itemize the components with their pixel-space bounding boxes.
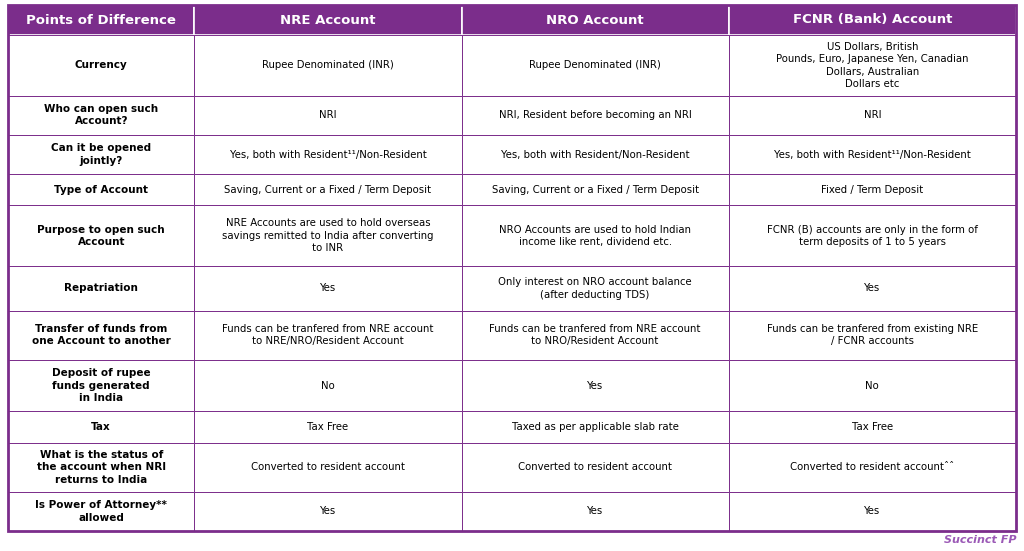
Bar [195,206,462,266]
Bar [729,5,1016,35]
Bar [195,442,462,491]
Text: Rupee Denominated (INR): Rupee Denominated (INR) [529,60,662,71]
Bar [195,266,462,311]
Bar [462,135,729,174]
Text: NRE Account: NRE Account [281,14,376,26]
Text: Tax: Tax [91,422,112,432]
Bar [8,5,195,35]
Text: Converted to resident account: Converted to resident account [251,462,406,472]
Text: NRI, Resident before becoming an NRI: NRI, Resident before becoming an NRI [499,110,691,120]
Bar [462,96,729,135]
Text: Yes: Yes [587,506,603,516]
Bar [8,311,195,360]
Bar [729,311,1016,360]
Text: Converted to resident account: Converted to resident account [518,462,672,472]
Text: NRI: NRI [863,110,882,120]
Bar [195,135,462,174]
Text: Yes: Yes [864,283,881,293]
Text: Funds can be tranfered from existing NRE
/ FCNR accounts: Funds can be tranfered from existing NRE… [767,324,978,347]
Text: Succinct FP: Succinct FP [943,535,1016,545]
Text: NRO Accounts are used to hold Indian
income like rent, dividend etc.: NRO Accounts are used to hold Indian inc… [499,224,691,247]
Text: Converted to resident accountˆˆ: Converted to resident accountˆˆ [791,462,954,472]
Bar [195,311,462,360]
Bar [8,206,195,266]
Bar [195,96,462,135]
Text: Is Power of Attorney**
allowed: Is Power of Attorney** allowed [35,500,167,522]
Bar [729,491,1016,531]
Text: No: No [322,381,335,391]
Text: Yes: Yes [319,506,336,516]
Text: Taxed as per applicable slab rate: Taxed as per applicable slab rate [512,422,679,432]
Text: Type of Account: Type of Account [54,185,148,195]
Bar [729,266,1016,311]
Bar [729,35,1016,96]
Text: Saving, Current or a Fixed / Term Deposit: Saving, Current or a Fixed / Term Deposi… [492,185,698,195]
Bar [462,174,729,206]
Bar [195,35,462,96]
Text: Deposit of rupee
funds generated
in India: Deposit of rupee funds generated in Indi… [52,368,151,403]
Text: Yes: Yes [319,283,336,293]
Bar [8,135,195,174]
Text: Tax Free: Tax Free [852,422,893,432]
Text: NRE Accounts are used to hold overseas
savings remitted to India after convertin: NRE Accounts are used to hold overseas s… [222,218,434,253]
Text: Purpose to open such
Account: Purpose to open such Account [38,224,165,247]
Bar [462,442,729,491]
Text: US Dollars, British
Pounds, Euro, Japanese Yen, Canadian
Dollars, Australian
Dol: US Dollars, British Pounds, Euro, Japane… [776,42,969,89]
Text: NRO Account: NRO Account [547,14,644,26]
Bar [8,491,195,531]
Text: Can it be opened
jointly?: Can it be opened jointly? [51,143,152,166]
Bar [462,206,729,266]
Text: Repatriation: Repatriation [65,283,138,293]
Text: Funds can be tranfered from NRE account
to NRO/Resident Account: Funds can be tranfered from NRE account … [489,324,700,347]
Text: No: No [865,381,880,391]
Bar [462,360,729,412]
Bar [729,412,1016,442]
Bar [195,491,462,531]
Bar [462,491,729,531]
Text: Currency: Currency [75,60,128,71]
Text: Yes, both with Resident/Non-Resident: Yes, both with Resident/Non-Resident [501,149,689,160]
Text: Saving, Current or a Fixed / Term Deposit: Saving, Current or a Fixed / Term Deposi… [224,185,431,195]
Text: Transfer of funds from
one Account to another: Transfer of funds from one Account to an… [32,324,171,347]
Text: FCNR (Bank) Account: FCNR (Bank) Account [793,14,952,26]
Bar [462,412,729,442]
Text: Fixed / Term Deposit: Fixed / Term Deposit [821,185,924,195]
Bar [8,174,195,206]
Text: Funds can be tranfered from NRE account
to NRE/NRO/Resident Account: Funds can be tranfered from NRE account … [222,324,434,347]
Bar [8,360,195,412]
Bar [729,442,1016,491]
Text: Who can open such
Account?: Who can open such Account? [44,104,159,127]
Bar [729,174,1016,206]
Bar [195,5,462,35]
Bar [729,135,1016,174]
Bar [8,442,195,491]
Bar [462,266,729,311]
Bar [729,96,1016,135]
Bar [195,174,462,206]
Bar [195,360,462,412]
Text: Yes: Yes [587,381,603,391]
Text: Yes, both with Resident¹¹/Non-Resident: Yes, both with Resident¹¹/Non-Resident [774,149,971,160]
Bar [195,412,462,442]
Text: NRI: NRI [319,110,337,120]
Text: Only interest on NRO account balance
(after deducting TDS): Only interest on NRO account balance (af… [499,277,692,300]
Text: What is the status of
the account when NRI
returns to India: What is the status of the account when N… [37,450,166,485]
Bar [462,311,729,360]
Text: Yes: Yes [864,506,881,516]
Text: Tax Free: Tax Free [307,422,348,432]
Bar [462,35,729,96]
Bar [8,35,195,96]
Text: Yes, both with Resident¹¹/Non-Resident: Yes, both with Resident¹¹/Non-Resident [229,149,426,160]
Text: Points of Difference: Points of Difference [27,14,176,26]
Bar [729,206,1016,266]
Bar [8,96,195,135]
Bar [8,412,195,442]
Bar [729,360,1016,412]
Text: Rupee Denominated (INR): Rupee Denominated (INR) [262,60,394,71]
Bar [462,5,729,35]
Text: FCNR (B) accounts are only in the form of
term deposits of 1 to 5 years: FCNR (B) accounts are only in the form o… [767,224,978,247]
Bar [8,266,195,311]
